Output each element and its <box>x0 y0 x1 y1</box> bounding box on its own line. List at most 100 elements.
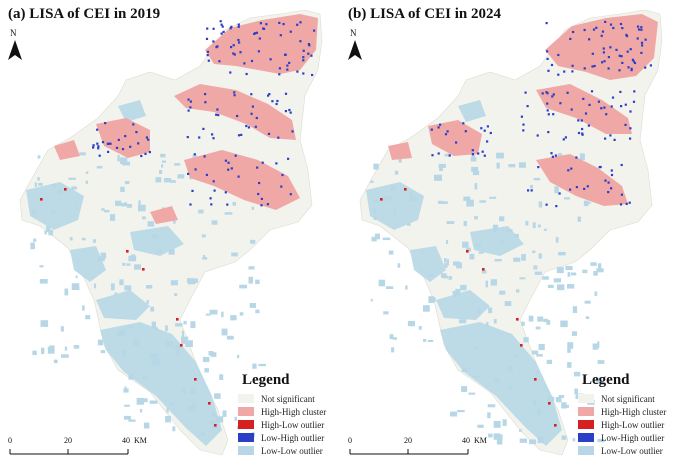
low-high-outlier <box>620 193 623 196</box>
low-high-outlier <box>193 153 196 156</box>
low-low-patch <box>532 222 536 229</box>
low-low-patch <box>547 284 554 288</box>
low-high-outlier <box>245 124 248 128</box>
low-high-outlier <box>600 107 603 110</box>
legend-item: Low-Low outlier <box>238 444 342 457</box>
low-high-outlier <box>288 108 291 112</box>
legend-label: Not significant <box>261 393 315 404</box>
low-high-outlier <box>613 138 616 141</box>
low-high-outlier <box>640 51 643 54</box>
lisa-map-2019 <box>19 9 323 456</box>
study-area-2024 <box>359 9 663 456</box>
low-high-outlier <box>580 119 583 122</box>
low-low-patch <box>255 279 260 285</box>
low-low-patch <box>478 309 481 314</box>
low-high-outlier <box>546 102 549 105</box>
low-low-patch <box>170 180 176 183</box>
low-low-patch <box>432 297 436 302</box>
low-high-outlier <box>611 96 615 99</box>
low-high-outlier <box>582 97 585 100</box>
low-high-outlier <box>237 38 240 42</box>
low-high-outlier <box>610 173 614 177</box>
low-high-outlier <box>189 203 192 206</box>
low-low-patch <box>153 327 158 330</box>
low-low-patch <box>469 253 475 260</box>
low-high-outlier <box>591 52 594 55</box>
low-high-outlier <box>603 106 606 109</box>
low-high-outlier <box>607 67 610 70</box>
legend-item: High-Low outlier <box>238 418 342 431</box>
low-low-patch <box>211 412 216 417</box>
low-high-outlier <box>229 27 232 30</box>
low-low-patch <box>572 306 578 313</box>
low-high-outlier <box>566 91 569 94</box>
low-low-patch <box>230 315 237 321</box>
low-low-patch <box>474 346 477 350</box>
legend-label: High-Low outlier <box>261 419 325 430</box>
low-high-outlier <box>627 66 630 69</box>
low-low-region <box>130 226 184 256</box>
low-high-outlier <box>619 203 623 206</box>
low-low-patch <box>155 177 162 183</box>
legend-label: Low-High outlier <box>261 432 325 443</box>
high-high-cluster <box>96 118 150 158</box>
low-low-patch <box>177 174 185 179</box>
low-low-patch <box>149 400 158 404</box>
low-high-outlier <box>281 173 284 177</box>
low-high-outlier <box>189 100 192 103</box>
low-low-patch <box>394 170 399 175</box>
low-high-outlier <box>286 68 289 71</box>
low-high-outlier <box>222 30 225 33</box>
low-high-outlier <box>224 191 227 194</box>
low-high-outlier <box>633 90 636 93</box>
legend-swatch <box>578 433 594 442</box>
low-low-patch <box>535 326 541 330</box>
panel-title: (a) LISA of CEI in 2019 <box>8 6 161 22</box>
low-high-outlier <box>140 154 143 158</box>
low-low-patch <box>122 349 126 357</box>
low-high-outlier <box>289 30 292 33</box>
low-low-patch <box>555 237 559 243</box>
low-low-patch <box>531 350 539 355</box>
low-high-outlier <box>219 20 222 23</box>
low-low-patch <box>96 165 103 169</box>
low-low-patch <box>39 265 44 268</box>
low-low-patch <box>423 339 427 342</box>
low-high-outlier <box>607 181 610 184</box>
low-low-patch <box>489 196 497 199</box>
low-high-outlier <box>269 58 272 61</box>
low-high-outlier <box>296 70 299 73</box>
low-high-outlier <box>569 188 572 191</box>
low-low-patch <box>75 275 78 278</box>
low-low-patch <box>444 153 451 157</box>
low-high-outlier <box>633 61 637 65</box>
low-high-outlier <box>584 112 588 115</box>
low-low-patch <box>175 323 183 327</box>
low-high-outlier <box>147 138 150 141</box>
low-low-patch <box>533 265 538 270</box>
low-low-patch <box>530 185 533 189</box>
low-high-outlier <box>636 37 639 40</box>
high-low-outlier <box>380 198 383 201</box>
low-high-outlier <box>464 130 467 133</box>
low-low-patch <box>205 313 211 316</box>
low-high-outlier <box>545 203 548 206</box>
low-low-patch <box>543 228 547 231</box>
low-low-patch <box>586 201 591 204</box>
low-high-outlier <box>227 168 230 171</box>
low-low-patch <box>57 189 62 194</box>
low-low-patch <box>194 278 198 283</box>
low-low-patch <box>463 221 467 227</box>
low-high-outlier <box>537 166 540 169</box>
low-high-outlier <box>275 162 278 165</box>
low-low-patch <box>48 229 54 236</box>
scale-bar: 0 20 40 KM <box>8 436 147 458</box>
legend: Legend Not significant High-High cluster… <box>238 372 342 457</box>
panel-title: (b) LISA of CEI in 2024 <box>348 6 501 22</box>
low-high-outlier <box>98 154 101 157</box>
low-low-patch <box>120 186 125 193</box>
low-high-outlier <box>206 54 209 57</box>
low-low-patch <box>558 395 565 398</box>
low-high-outlier <box>211 133 214 136</box>
low-high-outlier <box>206 50 209 53</box>
